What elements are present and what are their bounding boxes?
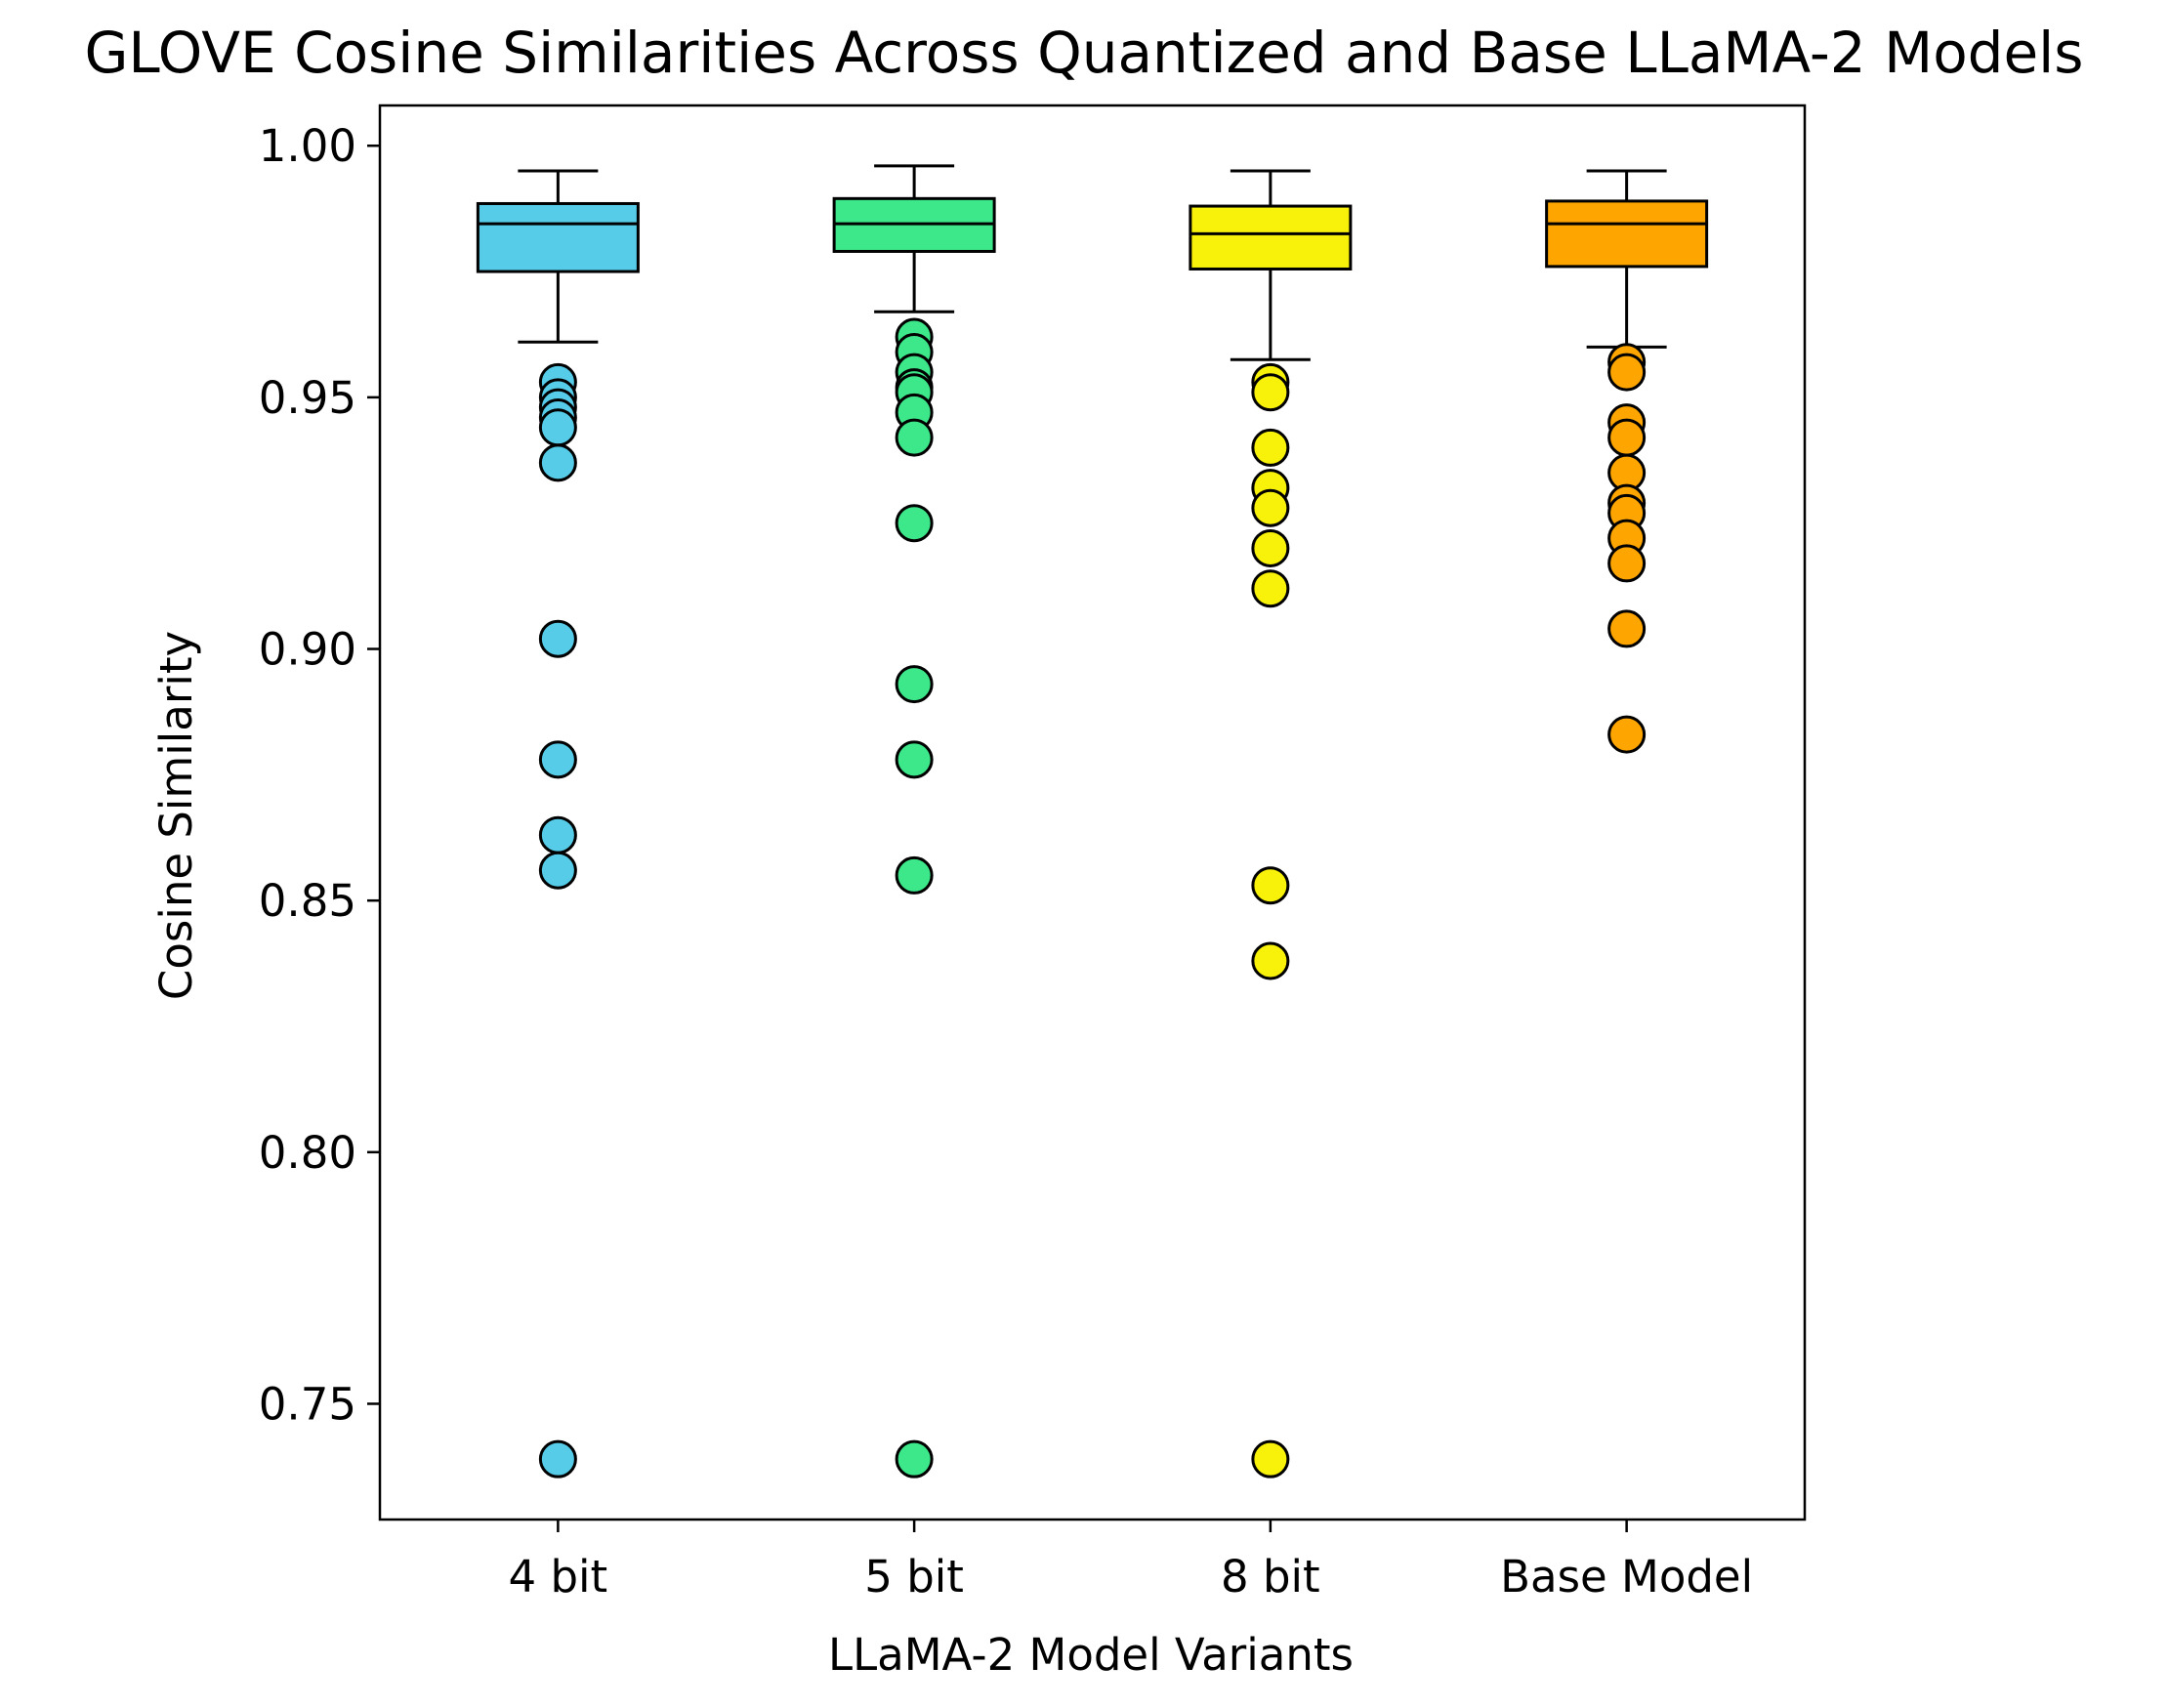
plot-frame [378,104,1807,1521]
outlier-point [538,851,577,890]
plot-area: 0.75 0.80 0.85 0.90 0.95 1.00 4 bit 5 bit 8 bit B… [259,104,1807,1603]
x-tick-label: Base Model [1500,1551,1753,1603]
outlier-point [538,408,577,447]
box-4-bit [476,201,640,273]
y-tick-label: 0.90 [259,624,356,676]
x-axis-label: LLaMA-2 Model Variants [828,1629,1354,1681]
outlier-point [895,504,934,543]
y-tick-label: 0.75 [259,1378,356,1430]
outlier-point [1251,569,1290,608]
x-tick-label: 5 bit [864,1551,964,1603]
outlier-point [538,1439,577,1479]
y-tick-label: 0.95 [259,372,356,424]
outlier-point [1607,544,1647,583]
box-base-model [1545,199,1709,269]
outlier-point [1251,866,1290,905]
chart-title: GLOVE Cosine Similarities Across Quantiz… [84,20,2083,86]
box-8-bit [1189,204,1353,271]
outlier-point [1251,1439,1290,1479]
outlier-point [538,815,577,854]
y-axis-label: Cosine Similarity [150,631,202,1000]
outlier-point [1251,373,1290,412]
outlier-point [1607,715,1647,754]
outlier-point [1251,428,1290,467]
x-tick-label: 4 bit [509,1551,608,1603]
outlier-point [1251,528,1290,567]
outlier-point [1607,609,1647,648]
outlier-point [895,740,934,779]
outlier-point [895,665,934,704]
outlier-point [895,855,934,895]
outlier-point [1251,941,1290,980]
outlier-point [1607,418,1647,457]
y-tick-label: 0.85 [259,875,356,927]
outlier-point [538,740,577,779]
outlier-point [1251,488,1290,527]
outlier-point [538,619,577,658]
outlier-point [895,418,934,457]
y-tick-label: 0.80 [259,1127,356,1179]
x-tick-label: 8 bit [1221,1551,1320,1603]
outlier-point [1607,353,1647,392]
y-tick-label: 1.00 [259,120,356,172]
outlier-point [538,443,577,482]
outlier-point [895,1439,934,1479]
